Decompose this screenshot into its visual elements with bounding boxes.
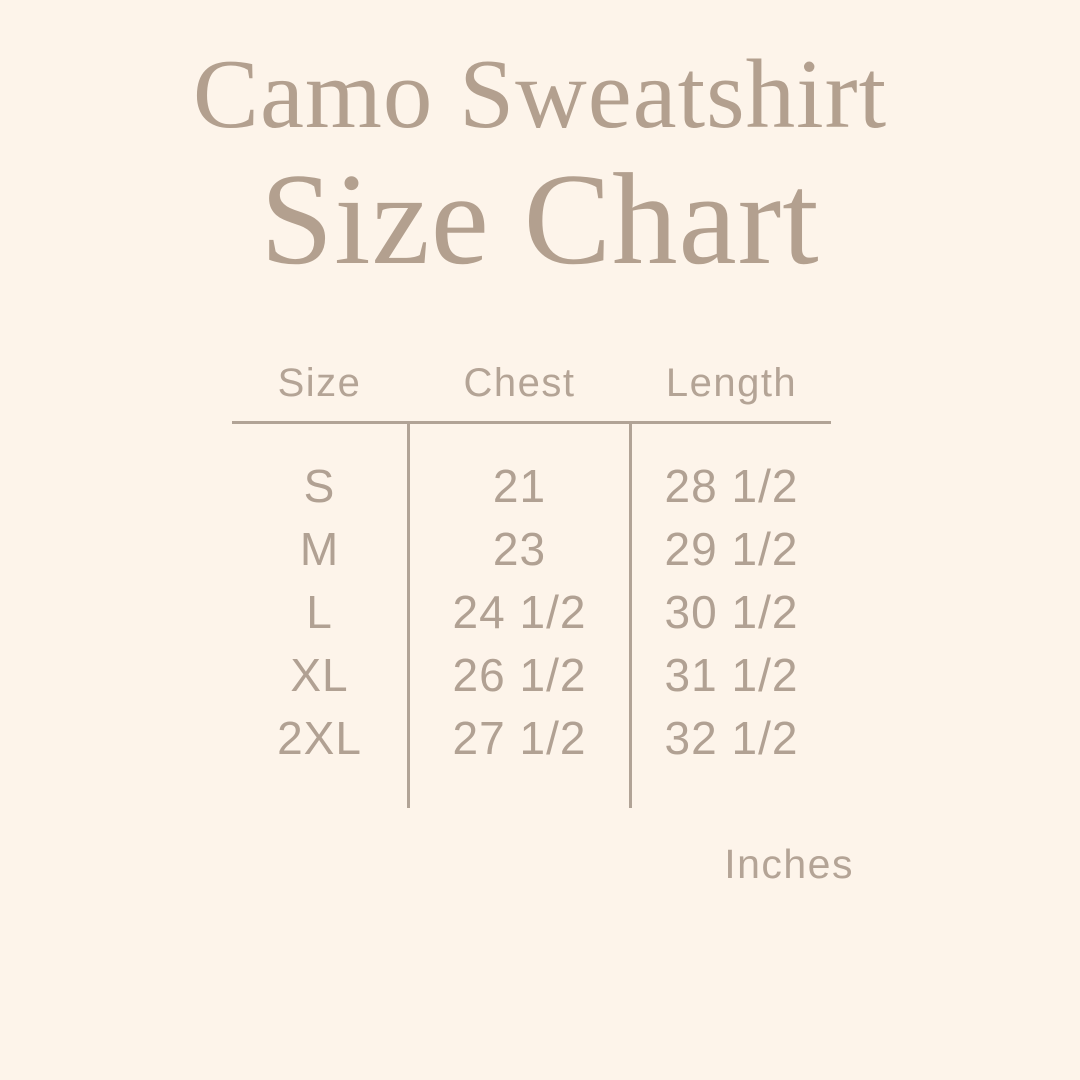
column-header-chest: Chest — [463, 361, 576, 405]
size-table: Size Chest Length S M L XL 2XL 21 23 24 1/2 26 … — [232, 350, 831, 808]
chest-cell-row-1: 23 — [492, 522, 547, 575]
title-block: Camo Sweatshirt Size Chart — [0, 40, 1080, 288]
length-cell-row-4: 32 1/2 — [664, 711, 799, 764]
length-cell-row-0: 28 1/2 — [664, 459, 799, 512]
size-cell-row-3: XL — [290, 648, 349, 701]
table-header-row: Size Chest Length — [232, 350, 831, 421]
size-cell-row-0: S — [303, 459, 336, 512]
product-title: Camo Sweatshirt — [192, 40, 888, 149]
size-cell-row-4: 2XL — [277, 711, 362, 764]
column-header-size: Size — [277, 361, 362, 405]
size-column: S M L XL 2XL — [232, 424, 407, 808]
chest-cell-row-3: 26 1/2 — [452, 648, 587, 701]
size-cell-row-2: L — [306, 585, 333, 638]
length-column: 28 1/2 29 1/2 30 1/2 31 1/2 32 1/2 — [632, 424, 831, 808]
length-cell-row-3: 31 1/2 — [664, 648, 799, 701]
size-cell-row-1: M — [299, 522, 340, 575]
table-body: S M L XL 2XL 21 23 24 1/2 26 1/2 27 1/2 28 1/2 29… — [232, 421, 831, 808]
chest-column: 21 23 24 1/2 26 1/2 27 1/2 — [407, 424, 632, 808]
length-cell-row-2: 30 1/2 — [664, 585, 799, 638]
column-header-length: Length — [665, 361, 798, 405]
length-cell-row-1: 29 1/2 — [664, 522, 799, 575]
chest-cell-row-2: 24 1/2 — [452, 585, 587, 638]
chest-cell-row-0: 21 — [492, 459, 547, 512]
chest-cell-row-4: 27 1/2 — [452, 711, 587, 764]
page-title: Size Chart — [260, 146, 820, 292]
units-label: Inches — [724, 841, 854, 887]
